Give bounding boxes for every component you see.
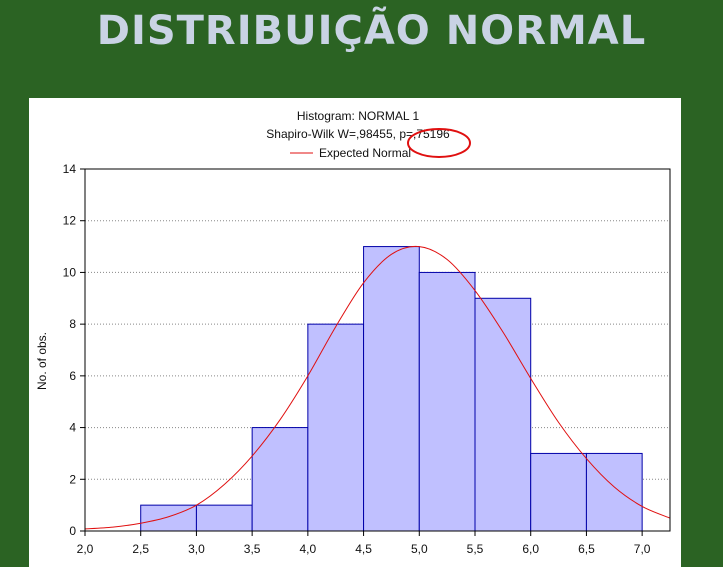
histogram-bar-6 [418, 271, 476, 532]
histogram-bar-5 [363, 246, 420, 532]
histogram-bar-9 [585, 452, 643, 532]
x-tick-label: 3,5 [244, 542, 261, 556]
y-tick-label: 8 [69, 317, 76, 331]
y-tick-label: 2 [69, 472, 76, 486]
y-tick-label: 10 [63, 265, 77, 279]
y-tick-label: 0 [69, 524, 76, 538]
chart-title: Histogram: NORMAL 1 [297, 109, 420, 123]
histogram-bar-3 [251, 427, 309, 532]
chart-panel: Histogram: NORMAL 1 Shapiro-Wilk W=,9845… [29, 98, 681, 567]
histogram-bar-7 [474, 297, 532, 532]
histogram-bar-2 [195, 504, 253, 532]
x-tick-label: 7,0 [634, 542, 651, 556]
x-tick-label: 2,0 [77, 542, 94, 556]
legend-label-expected-normal: Expected Normal [319, 146, 411, 160]
x-tick-label: 2,5 [132, 542, 149, 556]
x-tick-label: 6,0 [522, 542, 539, 556]
x-tick-label: 4,0 [300, 542, 317, 556]
x-tick-label: 5,0 [411, 542, 428, 556]
y-tick-label: 6 [69, 369, 76, 383]
histogram-bars [140, 246, 643, 532]
histogram-chart: Histogram: NORMAL 1 Shapiro-Wilk W=,9845… [35, 109, 671, 556]
y-tick-label: 4 [69, 421, 76, 435]
x-tick-label: 5,5 [467, 542, 484, 556]
expected-normal-curve [84, 245, 671, 530]
plot-frame [84, 168, 671, 532]
x-tick-label: 3,0 [188, 542, 205, 556]
histogram-bar-4 [307, 323, 365, 532]
axis-ticks: 0 2 4 6 8 10 12 14 2,0 2,5 3,0 3,5 4,0 4,5 5,0 5,5 6,0 6,… [63, 162, 651, 556]
y-axis-label: No. of obs. [35, 332, 49, 390]
slide-title: DISTRIBUIÇÃO NORMAL [96, 8, 647, 54]
p-value-highlight-ellipse [407, 128, 471, 158]
x-tick-label: 6,5 [578, 542, 595, 556]
y-tick-label: 12 [63, 214, 77, 228]
expected-normal-line [84, 245, 671, 530]
histogram-bar-8 [530, 452, 587, 532]
chart-subtitle: Shapiro-Wilk W=,98455, p=,75196 [266, 127, 450, 141]
x-tick-label: 4,5 [355, 542, 372, 556]
y-tick-label: 14 [63, 162, 77, 176]
